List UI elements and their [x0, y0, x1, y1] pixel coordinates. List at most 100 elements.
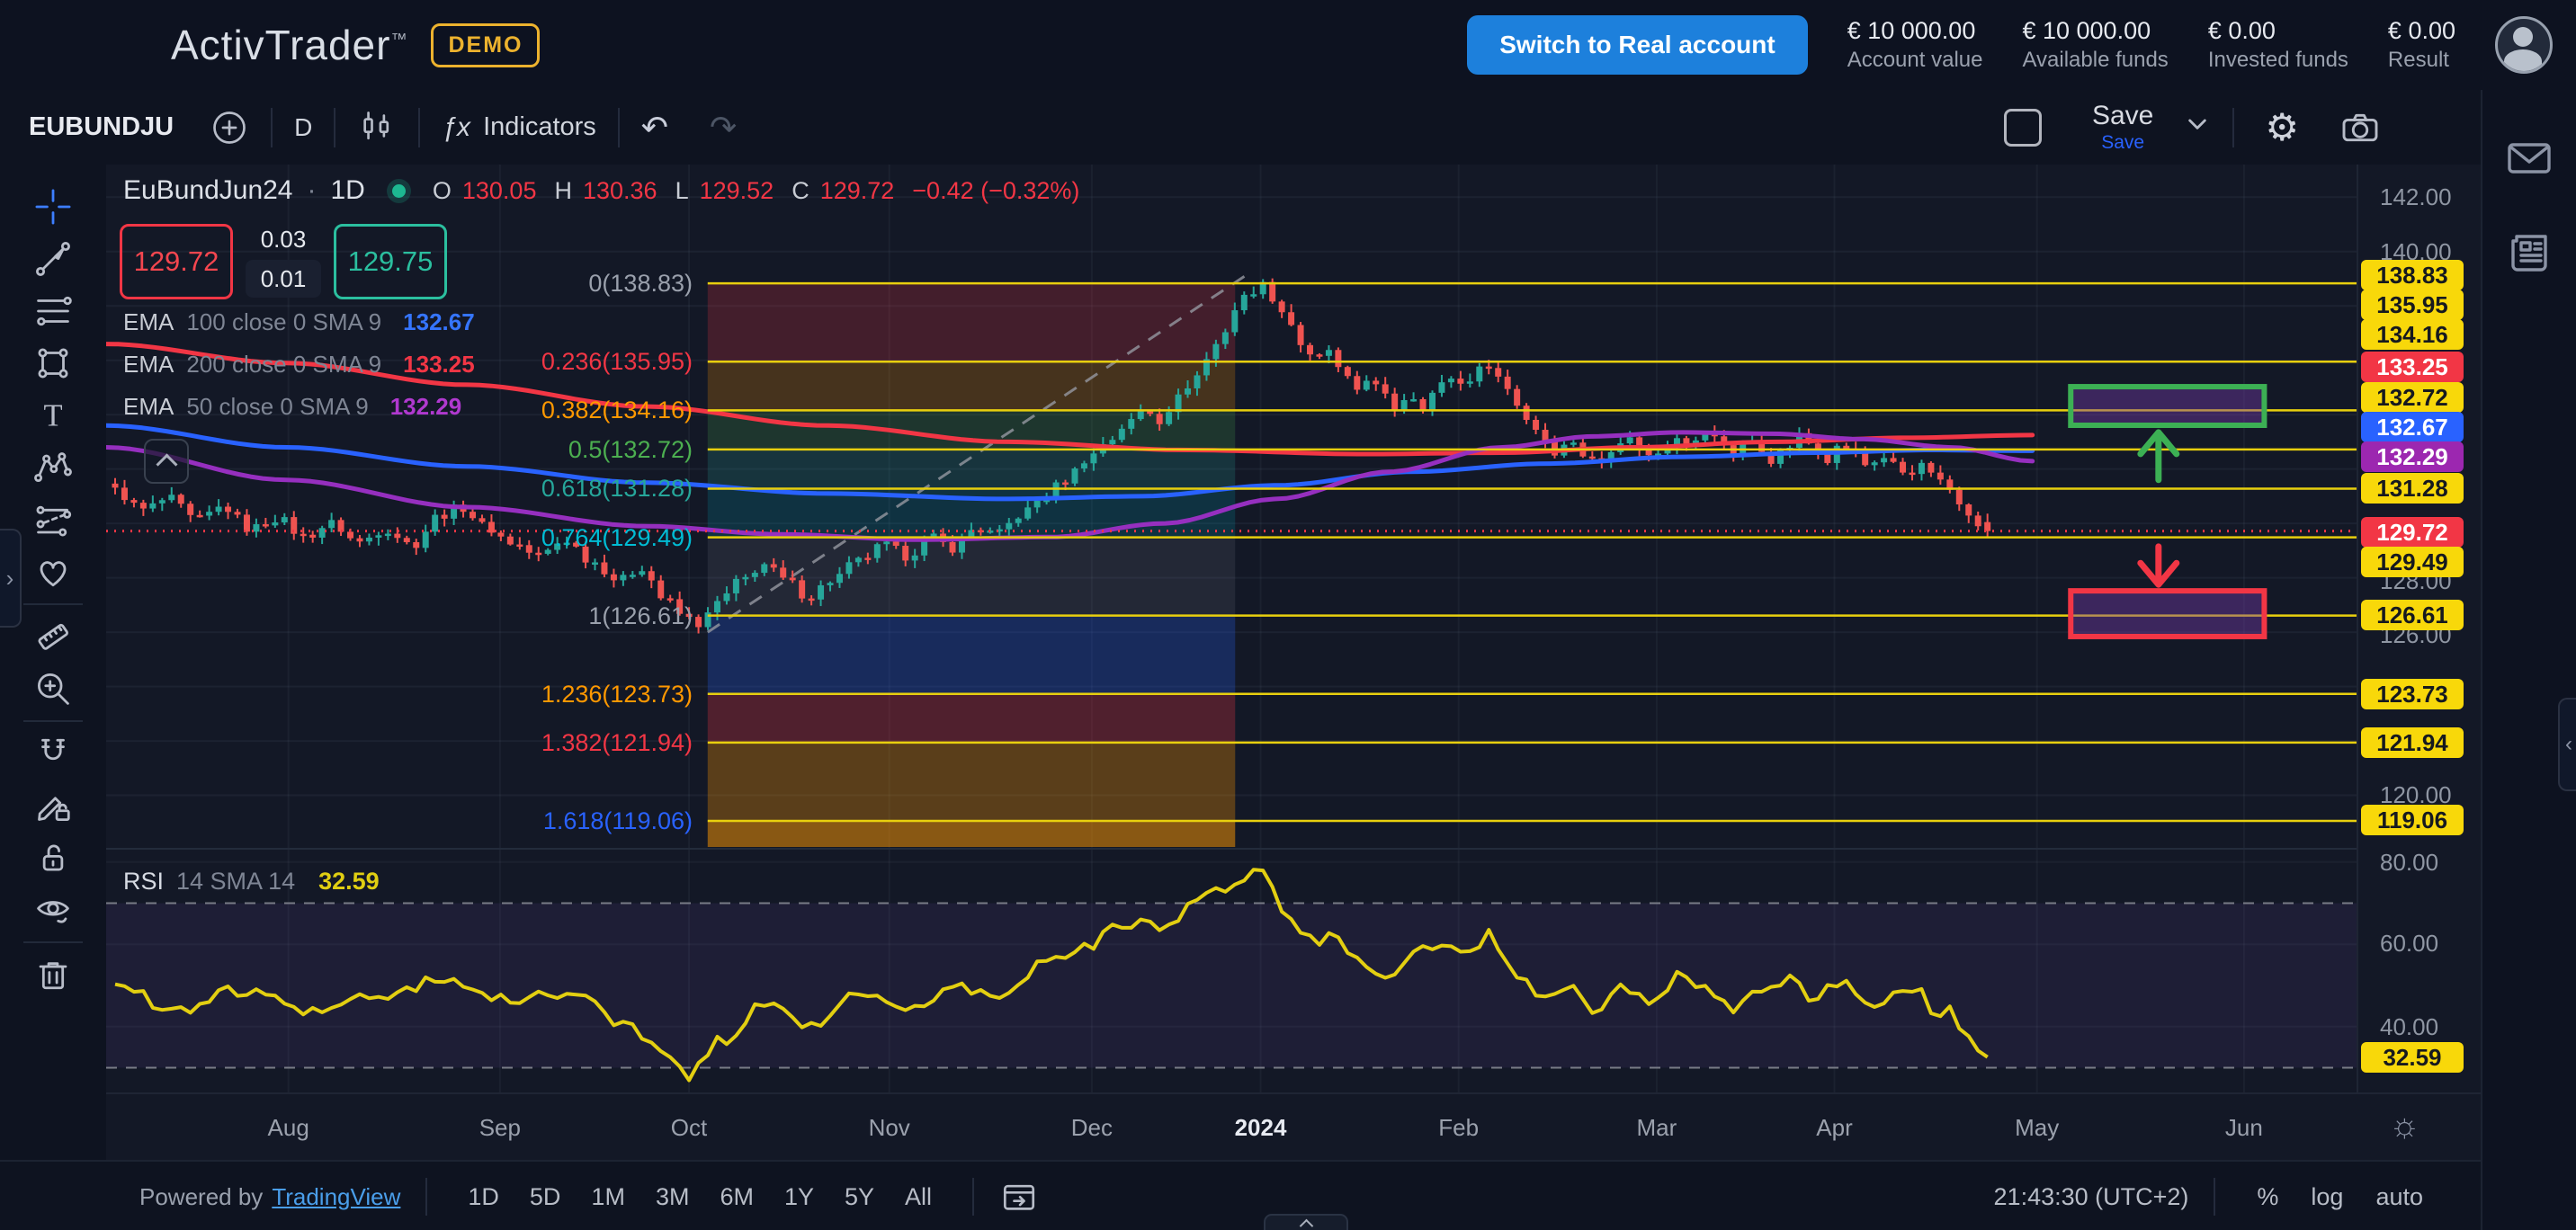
- right-panel-handle[interactable]: ‹: [2558, 698, 2576, 791]
- trend-line-icon: [36, 242, 70, 276]
- left-panel-handle[interactable]: ›: [0, 529, 22, 628]
- fib-level-label[interactable]: 0(138.83): [588, 270, 693, 298]
- fib-labels-layer: 0(138.83) 0.236(135.95) 0.382(134.16) 0.5(1…: [106, 165, 693, 1092]
- axis-settings-sun-icon[interactable]: ☼: [2389, 1107, 2420, 1145]
- crosshair-tool[interactable]: [26, 181, 80, 233]
- fib-lines-layer: [707, 281, 2357, 823]
- fib-level-label[interactable]: 0.382(134.16): [541, 397, 693, 424]
- symbol-button[interactable]: EUBUNDJU: [29, 112, 174, 141]
- forecast-tool[interactable]: [26, 494, 80, 546]
- fib-level-label[interactable]: 0.764(129.49): [541, 523, 693, 551]
- sidebar-divider: [23, 941, 83, 943]
- quote-panel: 129.72 0.03 0.01 129.75: [120, 224, 447, 299]
- go-to-date-button[interactable]: [999, 1177, 1039, 1217]
- range-all[interactable]: All: [905, 1182, 933, 1210]
- emoji-tool[interactable]: [26, 546, 80, 598]
- fib-level-label[interactable]: 1(126.61): [588, 602, 693, 629]
- demo-badge: DEMO: [431, 22, 541, 67]
- stat-value: € 10 000.00: [2022, 17, 2151, 45]
- range-1d[interactable]: 1D: [468, 1182, 499, 1210]
- layout-select-checkbox[interactable]: [2003, 108, 2042, 147]
- hide-drawings-tool[interactable]: [26, 884, 80, 936]
- redo-icon[interactable]: ↷: [709, 108, 738, 146]
- switch-to-real-button[interactable]: Switch to Real account: [1467, 15, 1808, 75]
- range-6m[interactable]: 6M: [720, 1182, 754, 1210]
- toolbar-divider: [418, 107, 421, 147]
- time-axis[interactable]: Aug Sep Oct Nov Dec 2024 Feb Mar Apr May Jun ☼: [106, 1092, 2481, 1162]
- auto-scale-button[interactable]: auto: [2375, 1182, 2423, 1210]
- indicators-label: Indicators: [483, 112, 596, 141]
- fib-level-label[interactable]: 1.236(123.73): [541, 680, 693, 708]
- snapshot-button[interactable]: [2339, 106, 2382, 149]
- messages-button[interactable]: [2504, 133, 2554, 188]
- avatar-head: [2513, 27, 2533, 47]
- remove-drawings-tool[interactable]: [26, 949, 80, 1001]
- user-avatar[interactable]: [2495, 16, 2553, 74]
- news-button[interactable]: [2504, 227, 2554, 281]
- drawing-mode-lock-tool[interactable]: [26, 780, 80, 832]
- collapse-quote-panel-button[interactable]: [144, 439, 189, 484]
- bottom-bar: Powered by TradingView 1D 5D 1M 3M 6M 1Y…: [0, 1160, 2481, 1230]
- heart-icon: [40, 561, 67, 587]
- shapes-tool[interactable]: [26, 337, 80, 389]
- save-menu-button[interactable]: [2184, 114, 2211, 140]
- percent-scale-button[interactable]: %: [2257, 1182, 2279, 1210]
- range-1y[interactable]: 1Y: [783, 1182, 814, 1210]
- text-tool[interactable]: T: [26, 389, 80, 441]
- svg-text:T: T: [43, 399, 62, 433]
- price-axis-label: 80.00: [2380, 849, 2439, 876]
- range-1m[interactable]: 1M: [591, 1182, 625, 1210]
- settings-gear-icon[interactable]: ⚙: [2265, 106, 2299, 148]
- fib-level-label[interactable]: 1.618(119.06): [542, 807, 693, 834]
- price-badge: 126.61: [2361, 600, 2464, 630]
- interval-button[interactable]: D: [294, 112, 313, 141]
- price-badge: 132.67: [2361, 412, 2464, 442]
- clock-label[interactable]: 21:43:30 (UTC+2): [1993, 1182, 2189, 1210]
- chart-type-button[interactable]: [357, 108, 397, 147]
- go-to-date-icon: [1003, 1184, 1035, 1210]
- header: ActivTrader™ DEMO Switch to Real account…: [0, 0, 2576, 92]
- range-5y[interactable]: 5Y: [845, 1182, 875, 1210]
- rectangle-shape-icon: [38, 348, 68, 379]
- compare-add-button[interactable]: [210, 108, 249, 147]
- stat-result: € 0.00 Result: [2388, 16, 2455, 74]
- measure-tool[interactable]: [26, 611, 80, 663]
- fib-level-label[interactable]: 0.236(135.95): [541, 348, 693, 376]
- pattern-tool[interactable]: [26, 441, 80, 494]
- chart-area[interactable]: 0(138.83) 0.236(135.95) 0.382(134.16) 0.5(1…: [106, 165, 2357, 1092]
- trend-line-tool[interactable]: [26, 233, 80, 285]
- save-sub-label: Save: [2101, 132, 2145, 153]
- chart-canvas[interactable]: [106, 165, 2357, 1092]
- range-5d[interactable]: 5D: [529, 1182, 561, 1210]
- range-3m[interactable]: 3M: [655, 1182, 690, 1210]
- bottom-divider: [2214, 1178, 2216, 1216]
- price-badge: 134.16: [2361, 319, 2464, 350]
- expand-bottom-panel-tab[interactable]: [1264, 1214, 1348, 1230]
- fib-level-label[interactable]: 0.5(132.72): [568, 435, 693, 463]
- price-badge: 123.73: [2361, 679, 2464, 709]
- undo-icon[interactable]: ↶: [640, 108, 668, 146]
- price-badge: 32.59: [2361, 1042, 2464, 1073]
- log-scale-button[interactable]: log: [2311, 1182, 2344, 1210]
- price-badge: 119.06: [2361, 805, 2464, 835]
- lock-all-tool[interactable]: [26, 832, 80, 884]
- fib-level-label[interactable]: 1.382(121.94): [541, 728, 693, 756]
- powered-by-label: Powered by: [139, 1182, 264, 1210]
- tradingview-link[interactable]: TradingView: [272, 1182, 401, 1210]
- sell-bid-button[interactable]: 129.72: [120, 224, 233, 299]
- grid-layer: [106, 165, 2357, 1092]
- save-button[interactable]: Save Save: [2092, 102, 2153, 153]
- price-badge: 135.95: [2361, 290, 2464, 320]
- fib-level-label[interactable]: 0.618(131.28): [541, 475, 693, 503]
- time-axis-label: Sep: [479, 1114, 521, 1141]
- zoom-in-tool[interactable]: [26, 663, 80, 715]
- indicators-button[interactable]: ƒx Indicators: [442, 112, 595, 143]
- stat-label: Available funds: [2022, 47, 2169, 72]
- buy-ask-button[interactable]: 129.75: [334, 224, 447, 299]
- price-axis-label: 142.00: [2380, 183, 2452, 210]
- drawing-tools-sidebar: T: [0, 165, 108, 1160]
- fib-retracement-tool[interactable]: [26, 285, 80, 337]
- chevron-up-icon: [155, 452, 178, 476]
- magnet-tool[interactable]: [26, 727, 80, 780]
- price-axis[interactable]: 142.00 140.00 128.00 126.00 120.00 80.00 60.00…: [2357, 165, 2482, 1092]
